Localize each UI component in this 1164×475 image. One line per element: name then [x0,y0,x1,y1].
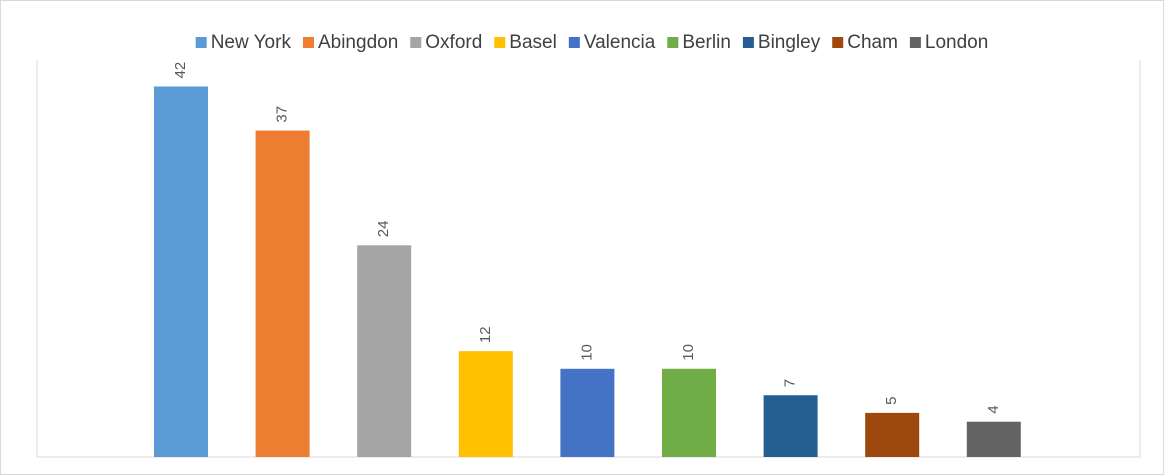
value-label: 24 [375,221,392,238]
legend-swatch [832,37,844,48]
bar [560,368,615,457]
legend-swatch [302,37,314,48]
bar [966,421,1021,457]
bar [865,412,920,457]
bar [357,245,412,457]
legend-label: New York [211,32,292,53]
legend-label: Bingley [758,32,821,53]
value-label: 7 [782,379,799,387]
legend-label: Berlin [682,32,731,53]
legend: New York Abingdon Oxford Basel Valencia Berli… [195,32,988,53]
legend-swatch [195,37,207,48]
value-label: 10 [680,344,697,361]
legend-swatch [742,37,754,48]
legend-label: Cham [847,32,898,53]
legend-label: Basel [509,32,557,53]
bar [458,351,513,457]
bar [763,395,818,457]
bar [255,130,310,458]
legend-swatch [909,37,921,48]
bar [154,86,208,457]
legend-swatch [410,37,422,48]
legend-label: Abingdon [318,32,398,53]
value-label: 5 [883,397,900,405]
value-label: 10 [578,344,595,361]
legend-swatch [667,37,679,48]
value-label: 37 [274,106,291,123]
legend-swatch [568,37,580,48]
legend-swatch [494,37,506,48]
value-label: 12 [477,326,494,343]
legend-label: Valencia [584,32,656,53]
legend-label: Oxford [425,32,482,53]
legend-label: London [925,32,988,53]
value-label: 4 [985,405,1002,413]
value-label: 42 [172,62,189,79]
bar [662,368,716,457]
